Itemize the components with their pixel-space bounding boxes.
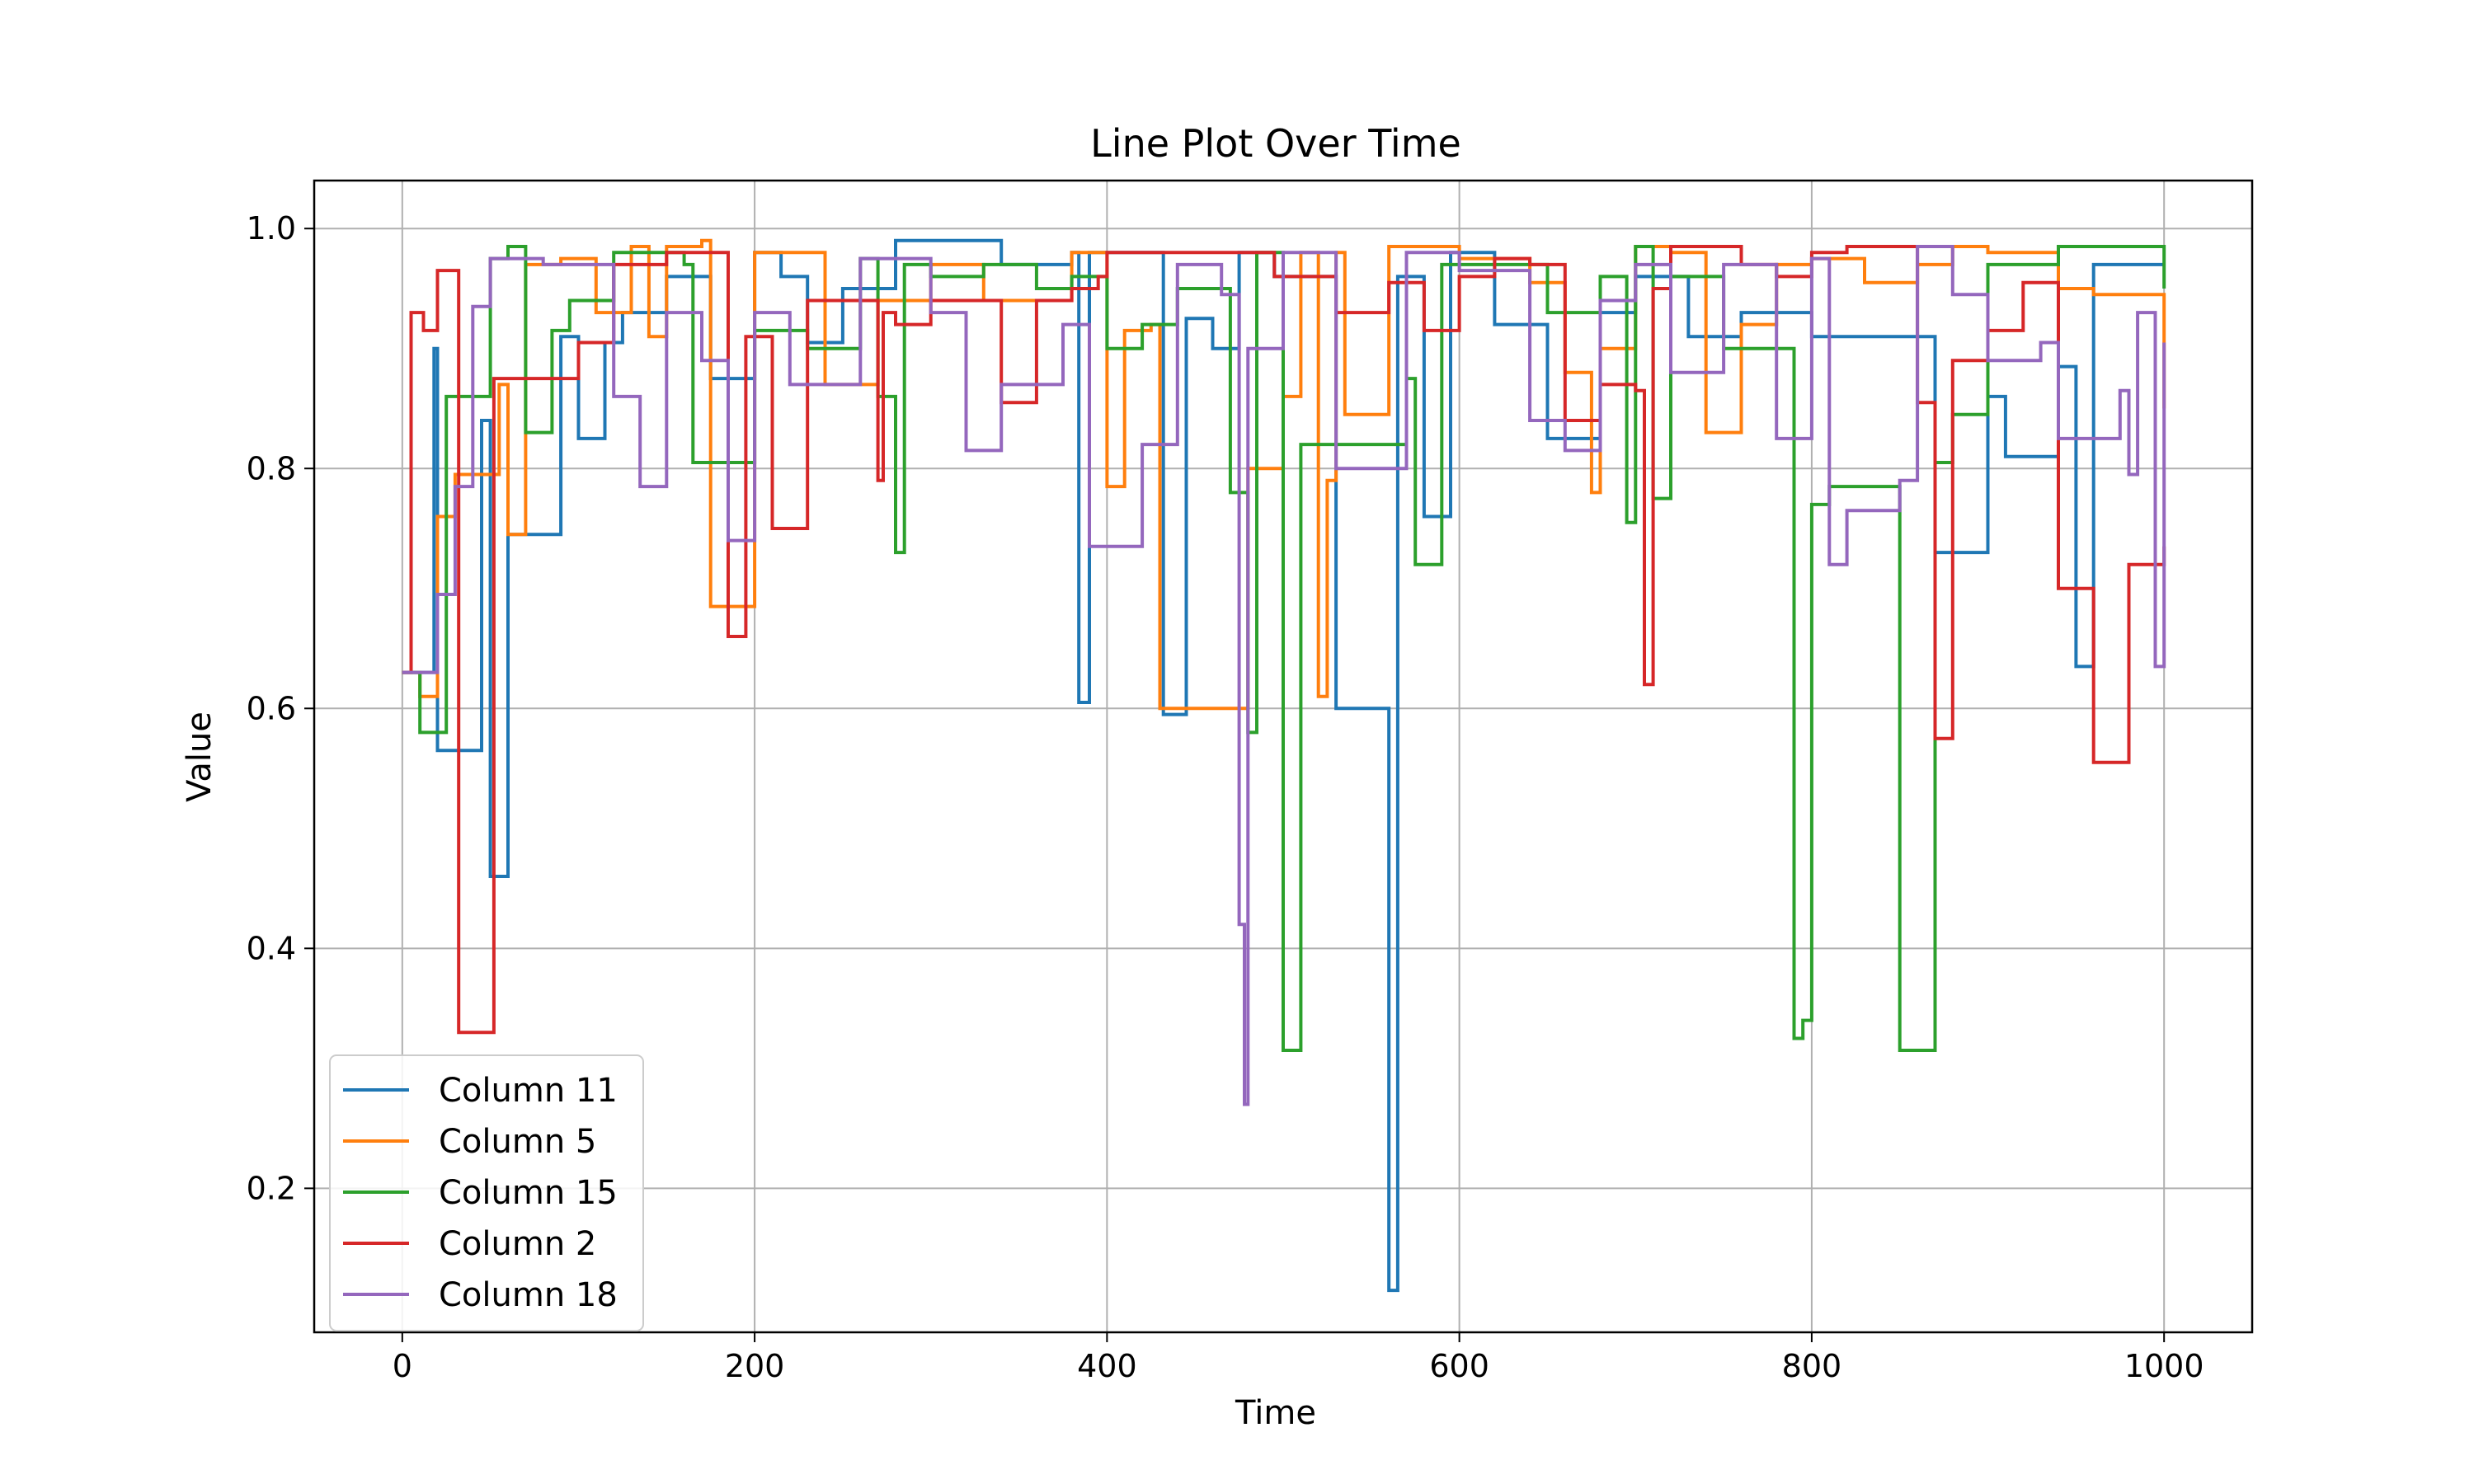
y-tick-label: 0.4 xyxy=(247,930,296,966)
y-tick-label: 0.8 xyxy=(247,450,296,486)
x-tick-label: 800 xyxy=(1782,1348,1842,1384)
series-lines xyxy=(402,238,2166,1293)
x-tick-label: 600 xyxy=(1429,1348,1489,1384)
x-tick-label: 0 xyxy=(393,1348,412,1384)
x-axis-title: Time xyxy=(1235,1394,1316,1432)
legend: Column 11 Column 5 Column 15 Column 2 Column… xyxy=(329,1054,644,1331)
x-tick-label: 400 xyxy=(1077,1348,1137,1384)
x-tick-label: 200 xyxy=(725,1348,785,1384)
legend-label-1: Column 11 xyxy=(439,1072,618,1110)
y-axis-title: Value xyxy=(181,711,219,802)
legend-box xyxy=(329,1054,644,1331)
chart-title: Line Plot Over Time xyxy=(1090,121,1461,166)
plot-frame xyxy=(313,179,2254,1334)
axis-ticks: 0 200 400 600 800 1000 0.2 0.4 0.6 0.8 1.0 xyxy=(247,210,2204,1384)
series-line-1 xyxy=(402,238,2165,1293)
x-tick-label: 1000 xyxy=(2124,1348,2204,1384)
legend-label-3: Column 15 xyxy=(439,1174,618,1212)
legend-label-4: Column 2 xyxy=(439,1225,596,1263)
y-tick-label: 0.2 xyxy=(247,1170,296,1206)
y-tick-label: 1.0 xyxy=(247,210,296,247)
series-line-5 xyxy=(402,245,2166,1106)
y-tick-label: 0.6 xyxy=(247,690,296,726)
legend-label-5: Column 18 xyxy=(439,1276,618,1314)
legend-label-2: Column 5 xyxy=(439,1123,596,1161)
